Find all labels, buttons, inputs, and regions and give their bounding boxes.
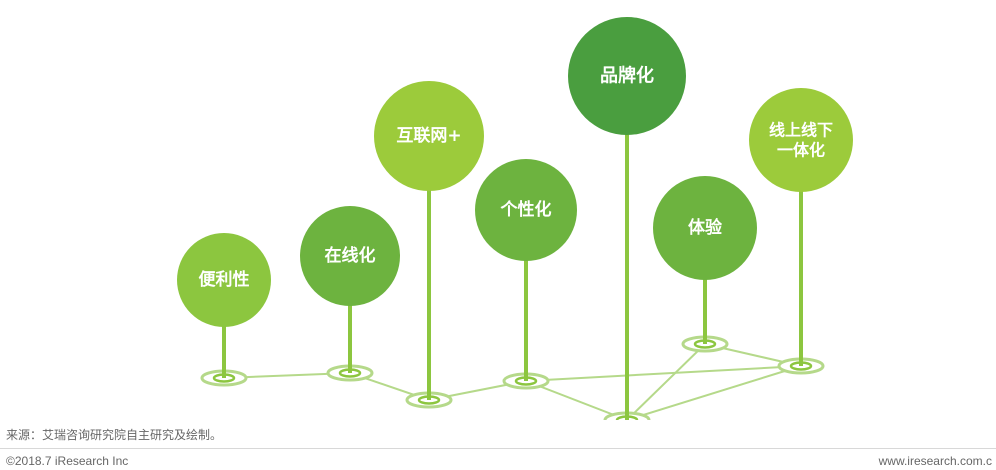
- pin-label: 在线化: [325, 245, 376, 266]
- pin-label: 一体化: [777, 141, 825, 160]
- pin-head: [374, 81, 484, 191]
- pin-hulianwang: 互联网+: [374, 81, 484, 409]
- website-url: www.iresearch.com.c: [878, 454, 992, 468]
- source-note: 来源：艾瑞咨询研究院自主研究及绘制。: [6, 428, 223, 442]
- pin-label: 线上线下: [769, 121, 833, 140]
- pin-head: [300, 206, 400, 306]
- copyright-text: ©2018.7 iResearch Inc: [6, 454, 129, 468]
- pin-head: [177, 233, 271, 327]
- network-link: [626, 343, 706, 420]
- pin-bianlixing: 便利性: [177, 233, 271, 387]
- footer-divider: [0, 448, 996, 449]
- pin-label: 互联网+: [396, 126, 461, 146]
- network-link: [525, 380, 628, 420]
- pin-label: 个性化: [500, 199, 552, 220]
- pin-label: 便利性: [199, 269, 250, 290]
- network-link: [626, 365, 802, 420]
- pin-label: 体验: [688, 217, 723, 238]
- pin-head: [653, 176, 757, 280]
- pin-pinpaihua: 品牌化: [568, 17, 686, 420]
- pin-head: [749, 88, 853, 192]
- pin-zaixianhua: 在线化: [300, 206, 400, 382]
- pin-head: [568, 17, 686, 135]
- pin-label: 品牌化: [600, 65, 654, 87]
- pin-gexinghua: 个性化: [475, 159, 577, 390]
- pin-tiyan: 体验: [653, 176, 757, 353]
- pin-head: [475, 159, 577, 261]
- network-link: [525, 365, 802, 382]
